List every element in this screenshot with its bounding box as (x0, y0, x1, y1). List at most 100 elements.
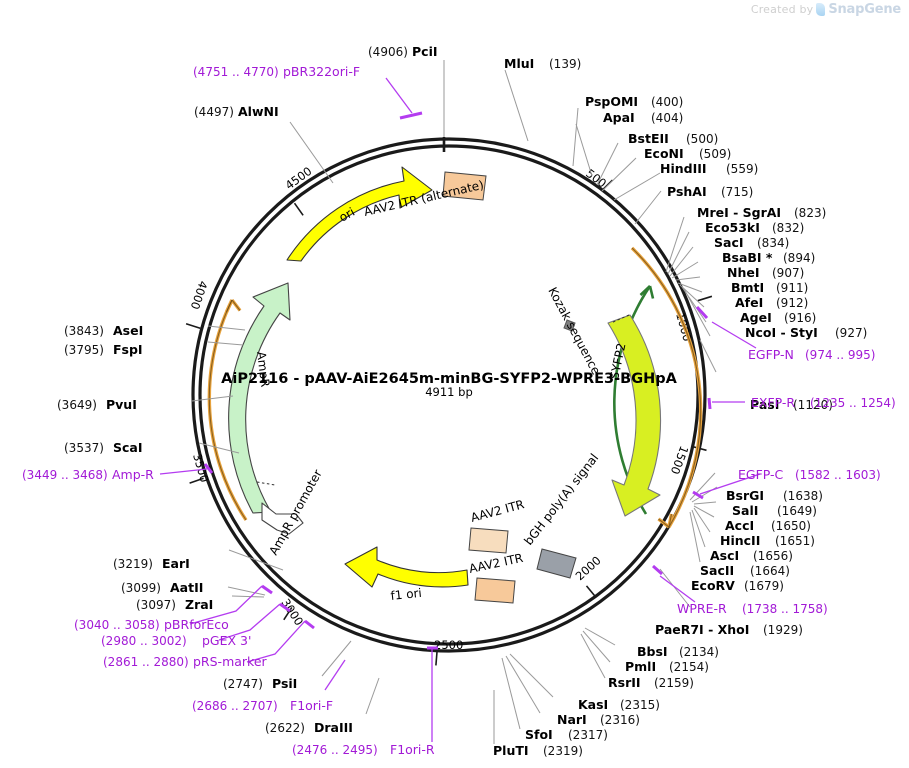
enzyme-name-draiii: DraIII (314, 720, 353, 735)
enzyme-label-alwni[interactable]: (4497) AlwNI (194, 104, 279, 119)
enzyme-name-nhei: NheI (727, 265, 760, 280)
feature-ori[interactable]: ori (286, 166, 433, 262)
primer-name-egfp-n: EGFP-N (748, 347, 794, 362)
primer-pos-amp-r: (3449 .. 3468) (22, 468, 108, 482)
enzyme-label-psii[interactable]: (2747) PsiI (223, 676, 297, 691)
enzyme-name-pshai: PshAI (667, 184, 707, 199)
enzyme-name-pvui: PvuI (106, 397, 137, 412)
enzyme-name-zrai: ZraI (185, 597, 213, 612)
enzyme-label-apai[interactable]: ApaI (404) (603, 110, 683, 125)
enzyme-label-eco53ki[interactable]: Eco53kI (832) (705, 220, 804, 235)
enzyme-label-mlui[interactable]: MluI (139) (504, 56, 581, 71)
enzyme-pos-kasi: (2315) (620, 698, 660, 712)
primer-name-egfp-c: EGFP-C (738, 467, 784, 482)
enzyme-label-bbsi[interactable]: BbsI (2134) (637, 644, 719, 659)
enzyme-label-mrei-sgrai[interactable]: MreI - SgrAI (823) (697, 205, 826, 220)
feature-label-bgh-polya-signal: bGH poly(A) signal (521, 451, 601, 548)
enzyme-pos-bsabi: (894) (783, 251, 815, 265)
enzyme-label-aatii[interactable]: (3099) AatII (121, 580, 203, 595)
enzyme-pos-pluti: (2319) (543, 744, 583, 758)
enzyme-label-agei[interactable]: AgeI (916) (740, 310, 816, 325)
primer-label-egfp-c[interactable]: EGFP-C (1582 .. 1603) (738, 467, 881, 482)
enzyme-label-bsteii[interactable]: BstEII (500) (628, 131, 718, 146)
feature-ampr[interactable]: AmpR (228, 282, 291, 514)
feature-label-kozak-sequence: Kozak sequence (545, 285, 603, 377)
enzyme-pos-pmli: (2154) (669, 660, 709, 674)
primer-label-f1ori-r[interactable]: (2476 .. 2495) F1ori-R (292, 742, 435, 757)
feature-ampr-promoter[interactable]: AmpR promoter (261, 467, 325, 557)
primer-label-egfp-n[interactable]: EGFP-N (974 .. 995) (748, 347, 875, 362)
primer-label-amp-r[interactable]: (3449 .. 3468) Amp-R (22, 467, 154, 482)
enzyme-label-rsrii[interactable]: RsrII (2159) (608, 675, 694, 690)
enzyme-label-pshai[interactable]: PshAI (715) (667, 184, 753, 199)
enzyme-label-pcii[interactable]: (4906) PciI (368, 44, 438, 59)
enzyme-label-fspi[interactable]: (3795) FspI (64, 342, 143, 357)
feature-aav2-itr-lower[interactable]: AAV2 ITR (468, 551, 525, 604)
primer-pos-pbrforeco: (3040 .. 3058) (74, 618, 160, 632)
enzyme-name-apai: ApaI (603, 110, 635, 125)
enzyme-label-pasi[interactable]: PasI (1120) (750, 397, 833, 412)
enzyme-label-pvui[interactable]: (3649) PvuI (57, 397, 137, 412)
enzyme-label-hincii[interactable]: HincII (1651) (720, 533, 815, 548)
enzyme-label-sfoi[interactable]: SfoI (2317) (525, 727, 608, 742)
primer-label-pbrforeco[interactable]: (3040 .. 3058) pBRforEco (74, 617, 229, 632)
enzyme-label-sali[interactable]: SalI (1649) (732, 503, 817, 518)
enzyme-label-bsrgi[interactable]: BsrGI (1638) (726, 488, 823, 503)
enzyme-name-alwni: AlwNI (238, 104, 279, 119)
enzyme-pos-eari: (3219) (113, 557, 153, 571)
enzyme-name-pluti: PluTI (493, 743, 529, 758)
enzyme-label-pmli[interactable]: PmlI (2154) (625, 659, 709, 674)
enzyme-pos-hindiii: (559) (726, 162, 758, 176)
enzyme-labels-left: (4906) PciI (4497) AlwNI (3843) AseI (37… (57, 44, 438, 735)
enzyme-label-bmti[interactable]: BmtI (911) (731, 280, 808, 295)
enzyme-label-asci[interactable]: AscI (1656) (710, 548, 793, 563)
feature-kozak-sequence[interactable]: Kozak sequence (545, 285, 603, 377)
feature-aav2-itr-upper[interactable]: AAV2 ITR (468, 497, 526, 554)
primer-label-wpre-r[interactable]: WPRE-R (1738 .. 1758) (677, 601, 828, 616)
feature-f1-ori[interactable]: f1 ori (344, 546, 469, 603)
enzyme-label-bsabi[interactable]: BsaBI * (894) (722, 250, 815, 265)
primer-pos-pgex-3prime: (2980 .. 3002) (101, 634, 187, 648)
enzyme-label-scai[interactable]: (3537) ScaI (64, 440, 143, 455)
enzyme-label-eari[interactable]: (3219) EarI (113, 556, 190, 571)
enzyme-name-ecorv: EcoRV (691, 578, 735, 593)
enzyme-pos-nari: (2316) (600, 713, 640, 727)
primer-label-f1ori-f[interactable]: (2686 .. 2707) F1ori-F (192, 698, 333, 713)
primer-name-f1ori-f: F1ori-F (290, 698, 333, 713)
enzyme-label-kasi[interactable]: KasI (2315) (578, 697, 660, 712)
feature-label-aav2-itr-lower: AAV2 ITR (468, 551, 525, 576)
enzyme-name-pspomi: PspOMI (585, 94, 638, 109)
enzyme-label-afei[interactable]: AfeI (912) (735, 295, 808, 310)
enzyme-label-acci[interactable]: AccI (1650) (725, 518, 811, 533)
enzyme-label-pluti[interactable]: PluTI (2319) (493, 743, 583, 758)
enzyme-name-eco53ki: Eco53kI (705, 220, 760, 235)
enzyme-label-pspomi[interactable]: PspOMI (400) (585, 94, 683, 109)
snapgene-watermark: Created by SnapGene (751, 2, 901, 17)
enzyme-pos-paer7i-xhoi: (1929) (763, 623, 803, 637)
enzyme-label-nhei[interactable]: NheI (907) (727, 265, 804, 280)
enzyme-label-paer7i-xhoi[interactable]: PaeR7I - XhoI (1929) (655, 622, 803, 637)
primer-label-exfp-r[interactable]: EXFP-R (1235 .. 1254) (751, 395, 896, 410)
enzyme-label-sacii[interactable]: SacII (1664) (700, 563, 790, 578)
enzyme-label-hindiii[interactable]: HindIII (559) (660, 161, 758, 176)
primer-label-pbr322ori-f[interactable]: (4751 .. 4770) pBR322ori-F (193, 64, 360, 79)
primer-label-prs-marker[interactable]: (2861 .. 2880) pRS-marker (103, 654, 268, 669)
primer-label-pgex-3prime[interactable]: (2980 .. 3002) pGEX 3' (101, 633, 251, 648)
enzyme-pos-ncoi-styi: (927) (835, 326, 867, 340)
enzyme-label-draiii[interactable]: (2622) DraIII (265, 720, 353, 735)
enzyme-label-saci[interactable]: SacI (834) (714, 235, 789, 250)
enzyme-label-asei[interactable]: (3843) AseI (64, 323, 143, 338)
enzyme-name-asei: AseI (113, 323, 143, 338)
enzyme-label-econi[interactable]: EcoNI (509) (644, 146, 731, 161)
enzyme-name-sali: SalI (732, 503, 758, 518)
page-title: AiP2116 - pAAV-AiE2645m-minBG-SYFP2-WPRE… (221, 371, 677, 387)
enzyme-pos-scai: (3537) (64, 441, 104, 455)
enzyme-pos-mlui: (139) (549, 57, 581, 71)
enzyme-label-ecorv[interactable]: EcoRV (1679) (691, 578, 784, 593)
enzyme-label-nari[interactable]: NarI (2316) (557, 712, 640, 727)
enzyme-label-ncoi-styi[interactable]: NcoI - StyI (927) (745, 325, 867, 340)
enzyme-label-zrai[interactable]: (3097) ZraI (136, 597, 213, 612)
primer-name-pbr322ori-f: pBR322ori-F (283, 64, 360, 79)
plasmid-title-group: AiP2116 - pAAV-AiE2645m-minBG-SYFP2-WPRE… (221, 371, 677, 399)
